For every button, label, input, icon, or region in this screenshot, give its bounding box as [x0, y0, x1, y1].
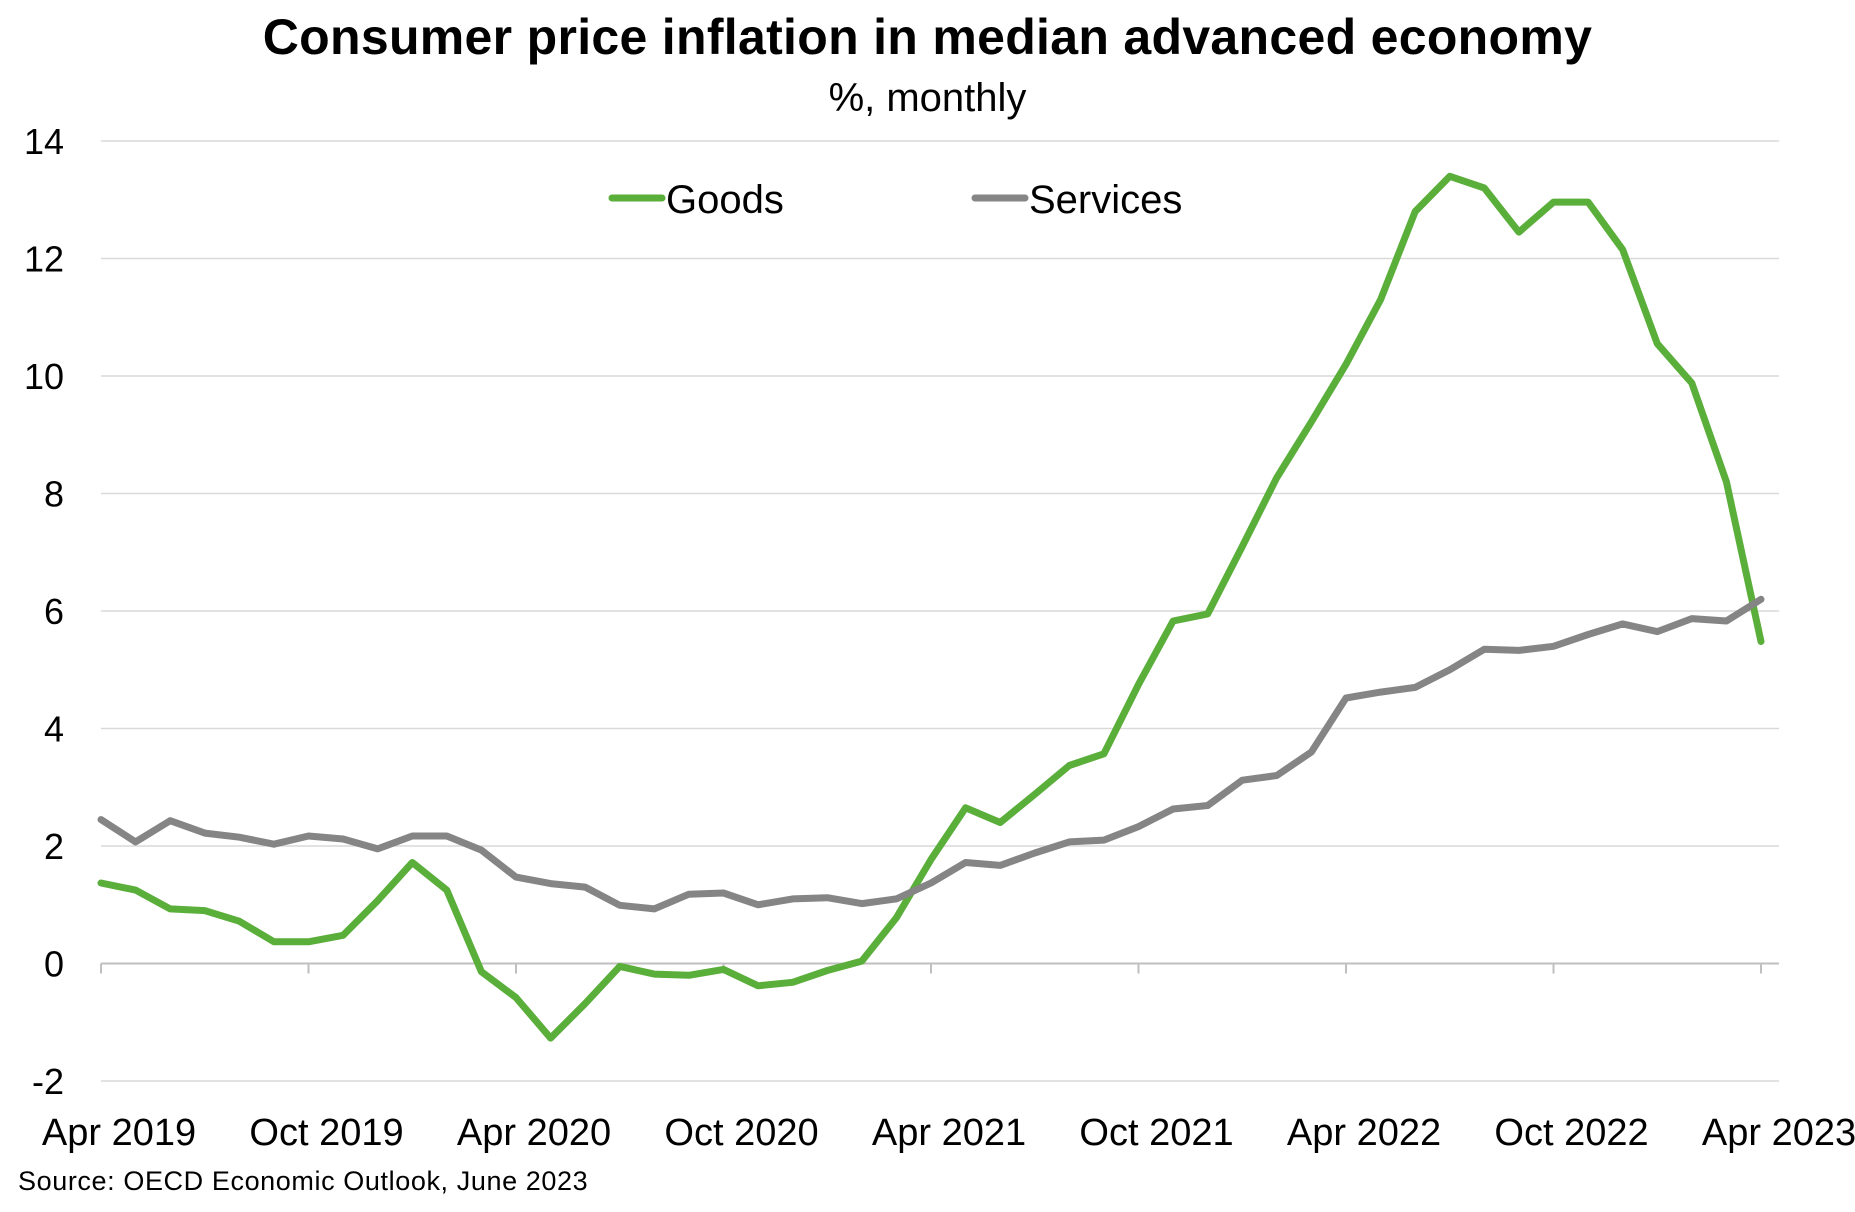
chart-title: Consumer price inflation in median advan… [262, 9, 1593, 65]
y-tick-label: 0 [44, 944, 64, 985]
axis-layer: -2 0 2 4 6 8 10 12 14 Apr 2019 Oct 2019 Apr 2020 Oct… [24, 121, 1855, 1154]
y-tick-label: -2 [32, 1061, 64, 1102]
source-note: Source: OECD Economic Outlook, June 2023 [18, 1166, 589, 1196]
y-tick-label: 8 [44, 474, 64, 515]
y-tick-label: 10 [24, 356, 64, 397]
chart-subtitle: %, monthly [828, 76, 1027, 120]
legend-label-goods: Goods [666, 178, 784, 222]
grid-layer [101, 140, 1779, 1082]
series-layer [97, 172, 1765, 1042]
y-tick-label: 12 [24, 239, 64, 280]
y-tick-label: 6 [44, 591, 64, 632]
y-tick-label: 2 [44, 826, 64, 867]
series-line-services [97, 595, 1765, 913]
x-tick-label: Oct 2020 [664, 1112, 818, 1154]
x-tick-label: Apr 2022 [1287, 1112, 1441, 1154]
y-tick-label: 14 [24, 121, 64, 162]
x-tick-label: Apr 2021 [872, 1112, 1026, 1154]
x-tick-label: Apr 2019 [42, 1112, 196, 1154]
x-tick-label: Oct 2021 [1079, 1112, 1233, 1154]
x-tick-label: Apr 2023 [1702, 1112, 1855, 1154]
x-tick-label: Apr 2020 [457, 1112, 611, 1154]
legend-label-services: Services [1029, 178, 1182, 222]
y-tick-label: 4 [44, 709, 64, 750]
x-tick-label: Oct 2022 [1494, 1112, 1648, 1154]
series-line-goods [97, 172, 1765, 1042]
legend: Goods Services [608, 178, 1182, 222]
x-tick-label: Oct 2019 [249, 1112, 403, 1154]
